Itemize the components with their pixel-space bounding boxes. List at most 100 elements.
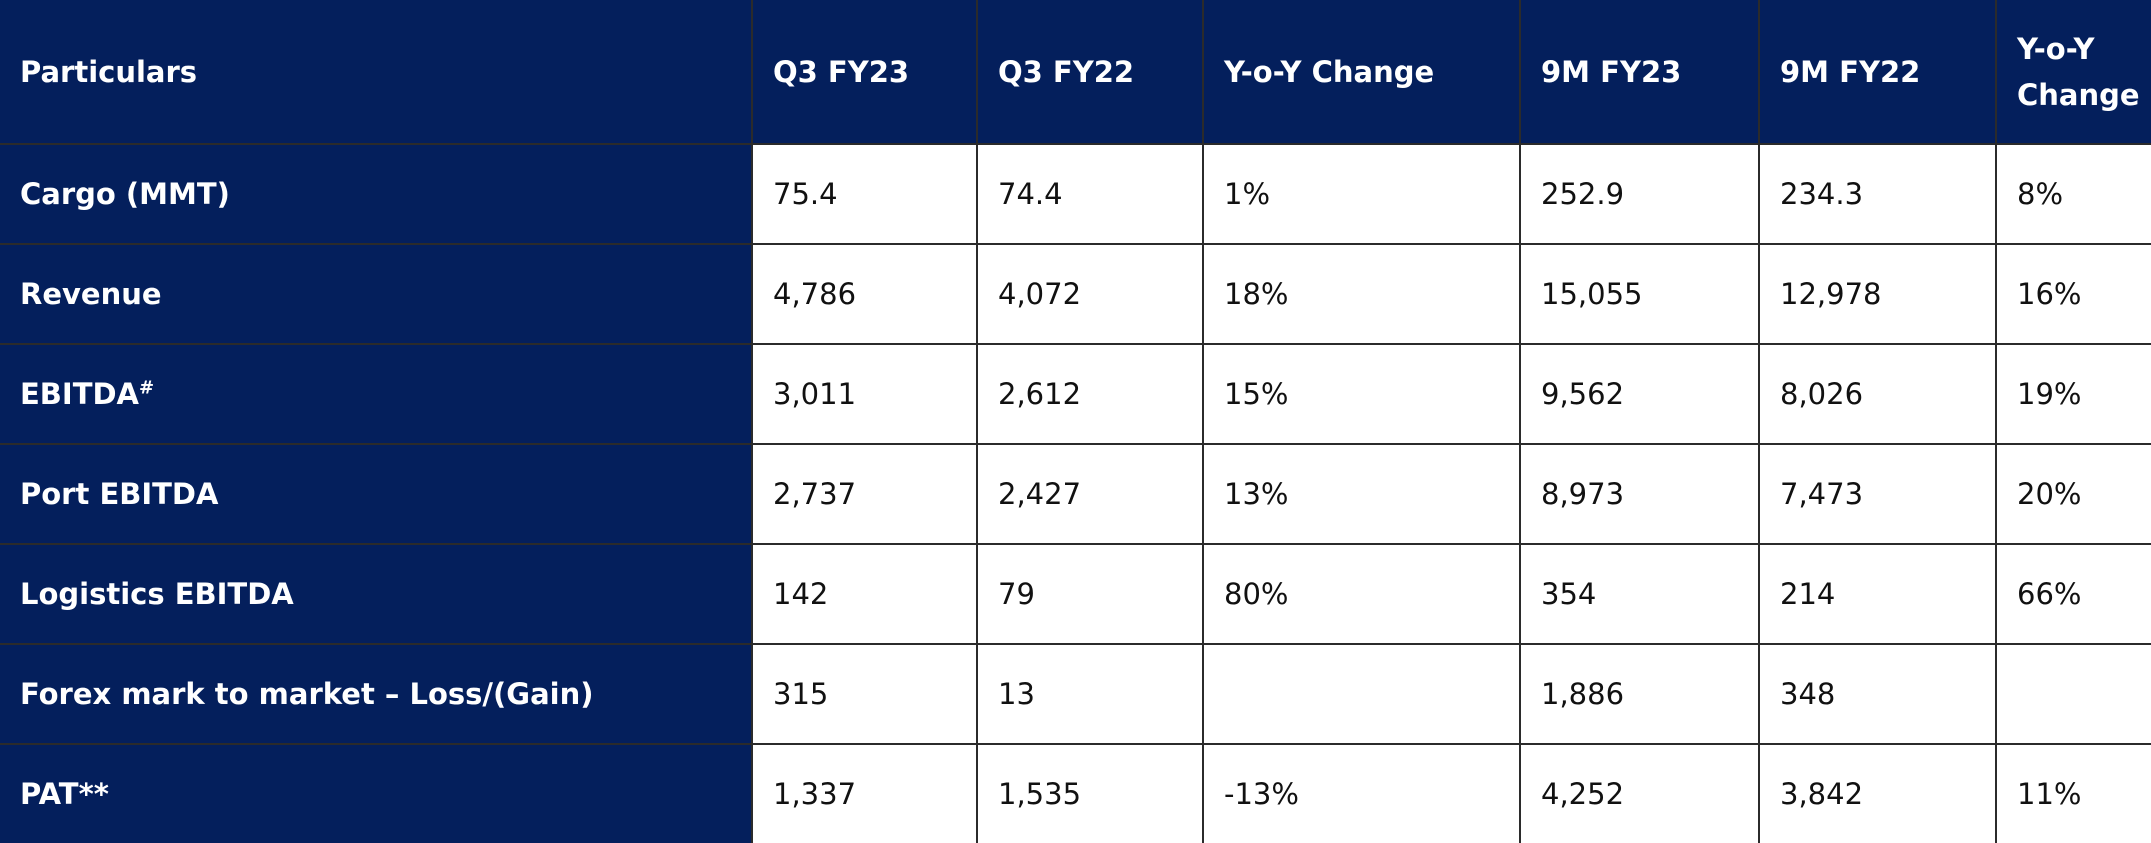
cell-value: 15,055 (1541, 277, 1643, 311)
cell-value: -13% (1224, 777, 1299, 811)
value-cell: 13 (976, 643, 1204, 745)
cell-value: 1,535 (998, 777, 1082, 811)
value-cell: 11% (1995, 743, 2151, 843)
cell-value: 1% (1224, 177, 1271, 211)
row-label-cell: Forex mark to market – Loss/(Gain) (0, 643, 753, 745)
value-cell: 66% (1995, 543, 2151, 645)
header-text: 9M FY23 (1541, 54, 1682, 89)
cell-value: 18% (1224, 277, 1289, 311)
cell-value: 4,786 (773, 277, 857, 311)
cell-value: 8% (2017, 177, 2064, 211)
row-label-cell: Logistics EBITDA (0, 543, 753, 645)
value-cell: 2,427 (976, 443, 1204, 545)
value-cell: 13% (1202, 443, 1521, 545)
cell-value: 74.4 (998, 177, 1063, 211)
value-cell: 2,612 (976, 343, 1204, 445)
cell-value: 8,973 (1541, 477, 1625, 511)
cell-value: 3,842 (1780, 777, 1864, 811)
header-text: Q3 FY22 (998, 54, 1135, 89)
cell-value: 348 (1780, 677, 1836, 711)
value-cell: 15% (1202, 343, 1521, 445)
value-cell: 18% (1202, 243, 1521, 345)
header-row: Particulars Q3 FY23 Q3 FY22 Y-o-Y Change 9M … (0, 0, 2151, 145)
cell-value: 1,337 (773, 777, 857, 811)
value-cell: 75.4 (751, 143, 978, 245)
value-cell: 1,535 (976, 743, 1204, 843)
table-row: EBITDA# 3,011 2,612 15% 9,562 8,026 19% (0, 343, 2151, 445)
cell-value: 214 (1780, 577, 1836, 611)
header-cell: 9M FY23 (1519, 0, 1760, 145)
row-label: EBITDA (20, 377, 140, 411)
cell-value: 9,562 (1541, 377, 1625, 411)
row-label: Forex mark to market – Loss/(Gain) (20, 677, 594, 711)
row-label-cell: PAT** (0, 743, 753, 843)
footnote-mark: # (139, 377, 155, 399)
value-cell: 8% (1995, 143, 2151, 245)
header-text: Particulars (20, 54, 198, 89)
row-label-cell: EBITDA# (0, 343, 753, 445)
cell-value: 19% (2017, 377, 2082, 411)
header-text: Y-o-Y Change (1224, 54, 1435, 89)
cell-value: 3,011 (773, 377, 857, 411)
header-cell: Particulars (0, 0, 753, 145)
value-cell: 348 (1758, 643, 1997, 745)
cell-value: 75.4 (773, 177, 838, 211)
value-cell: 16% (1995, 243, 2151, 345)
cell-value: 12,978 (1780, 277, 1882, 311)
cell-value: 4,072 (998, 277, 1082, 311)
header-text: Y-o-Y Change (2017, 31, 2140, 112)
value-cell: 3,842 (1758, 743, 1997, 843)
header-cell: 9M FY22 (1758, 0, 1997, 145)
value-cell: 7,473 (1758, 443, 1997, 545)
value-cell: 19% (1995, 343, 2151, 445)
header-cell: Q3 FY23 (751, 0, 978, 145)
value-cell: 1% (1202, 143, 1521, 245)
cell-value: 354 (1541, 577, 1597, 611)
header-cell: Q3 FY22 (976, 0, 1204, 145)
value-cell: 8,026 (1758, 343, 1997, 445)
header-text: Q3 FY23 (773, 54, 910, 89)
cell-value: 16% (2017, 277, 2082, 311)
cell-value: 142 (773, 577, 829, 611)
value-cell: 20% (1995, 443, 2151, 545)
value-cell: 74.4 (976, 143, 1204, 245)
cell-value: 234.3 (1780, 177, 1864, 211)
table-row: Cargo (MMT) 75.4 74.4 1% 252.9 234.3 8% (0, 143, 2151, 245)
cell-value: 7,473 (1780, 477, 1864, 511)
cell-value: 66% (2017, 577, 2082, 611)
value-cell: 80% (1202, 543, 1521, 645)
row-label-cell: Port EBITDA (0, 443, 753, 545)
cell-value: 2,427 (998, 477, 1082, 511)
cell-value: 4,252 (1541, 777, 1625, 811)
row-label: PAT** (20, 777, 109, 811)
value-cell (1202, 643, 1521, 745)
value-cell: 315 (751, 643, 978, 745)
cell-value: 80% (1224, 577, 1289, 611)
cell-value: 13% (1224, 477, 1289, 511)
cell-value: 11% (2017, 777, 2082, 811)
cell-value: 15% (1224, 377, 1289, 411)
value-cell: 2,737 (751, 443, 978, 545)
row-label: Revenue (20, 277, 162, 311)
cell-value: 2,612 (998, 377, 1082, 411)
value-cell: 12,978 (1758, 243, 1997, 345)
row-label: Cargo (MMT) (20, 177, 230, 211)
cell-value: 252.9 (1541, 177, 1625, 211)
value-cell: 214 (1758, 543, 1997, 645)
value-cell: -13% (1202, 743, 1521, 843)
row-label: Logistics EBITDA (20, 577, 294, 611)
value-cell: 8,973 (1519, 443, 1760, 545)
value-cell: 354 (1519, 543, 1760, 645)
cell-value: 315 (773, 677, 829, 711)
cell-value: 20% (2017, 477, 2082, 511)
row-label-cell: Revenue (0, 243, 753, 345)
row-label-cell: Cargo (MMT) (0, 143, 753, 245)
header-cell: Y-o-Y Change (1202, 0, 1521, 145)
value-cell: 1,337 (751, 743, 978, 843)
value-cell: 79 (976, 543, 1204, 645)
table-row: Revenue 4,786 4,072 18% 15,055 12,978 16% (0, 243, 2151, 345)
table-row: Port EBITDA 2,737 2,427 13% 8,973 7,473 20% (0, 443, 2151, 545)
value-cell: 234.3 (1758, 143, 1997, 245)
